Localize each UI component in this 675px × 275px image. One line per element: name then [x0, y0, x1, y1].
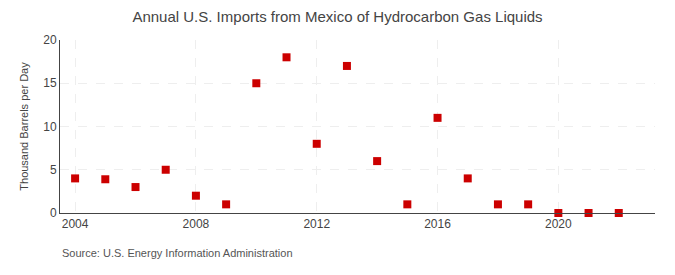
- svg-text:20: 20: [43, 33, 57, 47]
- svg-text:15: 15: [43, 76, 57, 90]
- svg-text:2020: 2020: [545, 217, 572, 231]
- svg-text:2012: 2012: [303, 217, 330, 231]
- svg-text:Annual U.S. Imports from Mexic: Annual U.S. Imports from Mexico of Hydro…: [132, 8, 542, 25]
- svg-text:Thousand Barrels per Day: Thousand Barrels per Day: [18, 62, 30, 191]
- svg-text:2008: 2008: [183, 217, 210, 231]
- svg-text:2004: 2004: [62, 217, 89, 231]
- svg-text:0: 0: [50, 206, 57, 220]
- svg-text:5: 5: [50, 163, 57, 177]
- svg-text:2016: 2016: [424, 217, 451, 231]
- svg-text:Source: U.S. Energy Informatio: Source: U.S. Energy Information Administ…: [62, 247, 293, 259]
- svg-text:10: 10: [43, 120, 57, 134]
